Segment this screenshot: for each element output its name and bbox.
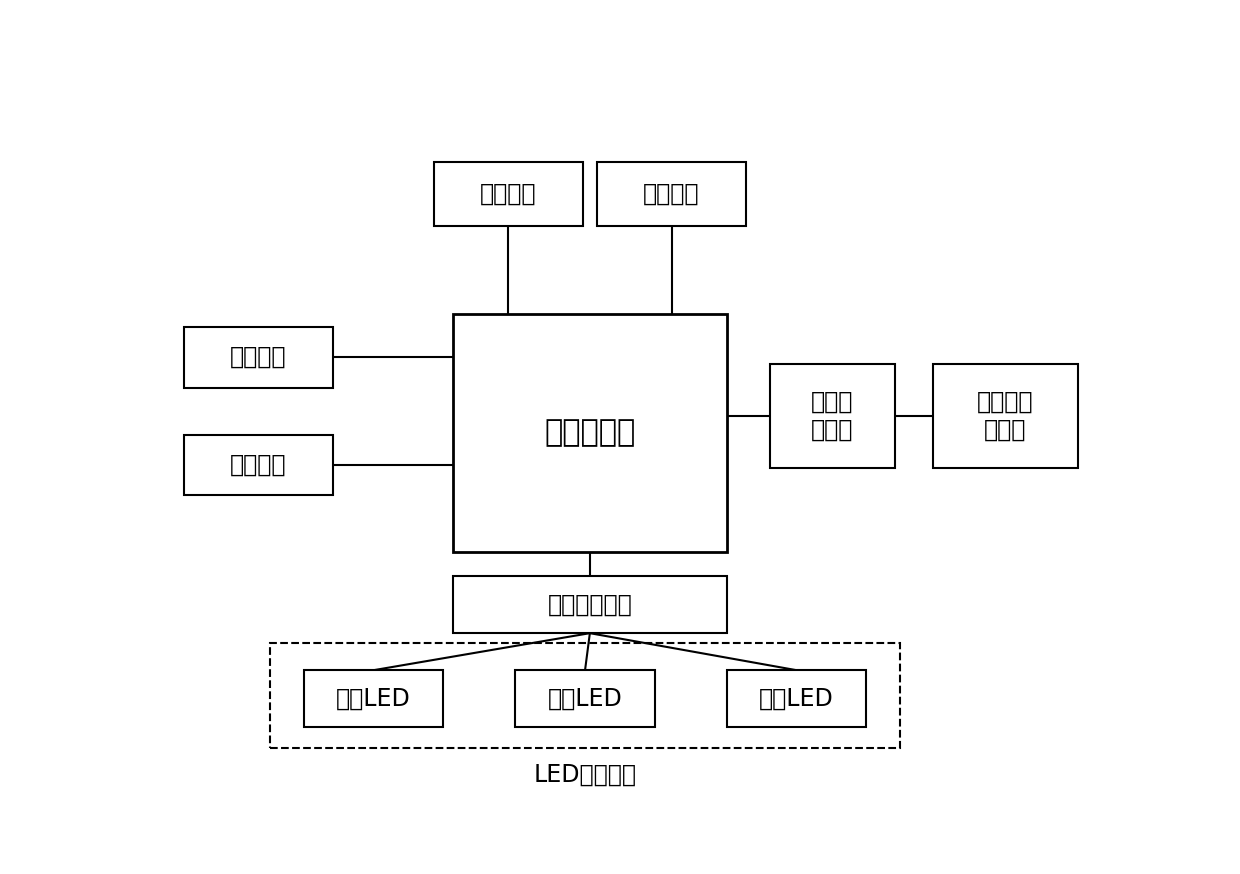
Bar <box>934 364 1078 468</box>
Bar <box>596 162 746 226</box>
Text: 白光LED: 白光LED <box>759 687 833 711</box>
Text: 输入模块: 输入模块 <box>644 182 699 206</box>
Text: 电源模块: 电源模块 <box>231 345 286 369</box>
Bar <box>453 314 727 552</box>
Text: 蓝光LED: 蓝光LED <box>336 687 410 711</box>
Text: 红光LED: 红光LED <box>548 687 622 711</box>
Text: LED照明组件: LED照明组件 <box>533 762 636 787</box>
Bar <box>184 327 332 387</box>
Bar <box>270 643 900 747</box>
Text: 显示模块: 显示模块 <box>231 453 286 477</box>
Bar <box>434 162 583 226</box>
Bar <box>727 670 866 727</box>
Bar <box>184 434 332 496</box>
Text: 通信模块: 通信模块 <box>480 182 537 206</box>
Text: 信号放大模块: 信号放大模块 <box>548 593 632 616</box>
Bar <box>516 670 655 727</box>
Text: 中央处理器: 中央处理器 <box>544 419 635 447</box>
Bar <box>770 364 895 468</box>
Bar <box>304 670 444 727</box>
Text: 信号调
理模块: 信号调 理模块 <box>811 390 853 442</box>
Bar <box>453 576 727 633</box>
Text: 光照度检
测模块: 光照度检 测模块 <box>977 390 1034 442</box>
